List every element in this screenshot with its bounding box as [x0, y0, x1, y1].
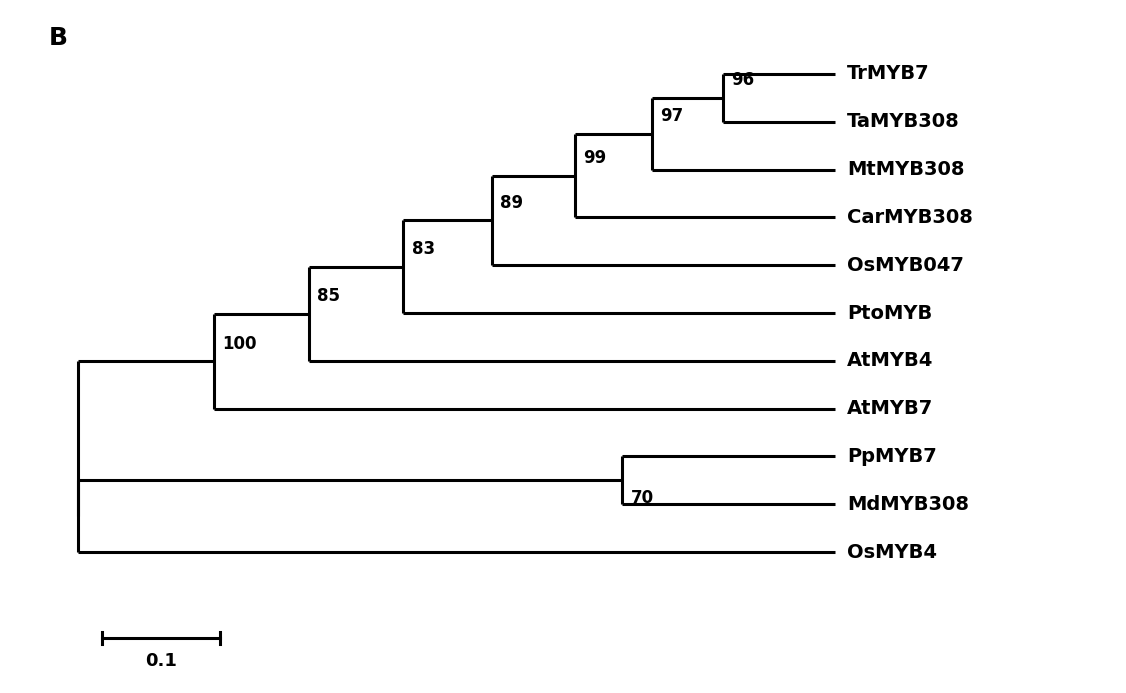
Text: PtoMYB: PtoMYB: [847, 304, 932, 322]
Text: 89: 89: [500, 194, 524, 212]
Text: OsMYB4: OsMYB4: [847, 543, 937, 561]
Text: 99: 99: [583, 149, 607, 167]
Text: PpMYB7: PpMYB7: [847, 447, 937, 466]
Text: CarMYB308: CarMYB308: [847, 208, 973, 227]
Text: TrMYB7: TrMYB7: [847, 64, 930, 83]
Text: 83: 83: [412, 240, 435, 258]
Text: 100: 100: [222, 335, 257, 353]
Text: 85: 85: [316, 287, 340, 305]
Text: B: B: [48, 26, 68, 50]
Text: AtMYB4: AtMYB4: [847, 351, 933, 370]
Text: MdMYB308: MdMYB308: [847, 495, 969, 514]
Text: 0.1: 0.1: [145, 651, 177, 669]
Text: AtMYB7: AtMYB7: [847, 399, 933, 418]
Text: MtMYB308: MtMYB308: [847, 160, 965, 179]
Text: 97: 97: [660, 107, 683, 125]
Text: 70: 70: [631, 489, 653, 507]
Text: OsMYB047: OsMYB047: [847, 256, 964, 274]
Text: 96: 96: [731, 71, 754, 89]
Text: TaMYB308: TaMYB308: [847, 112, 959, 131]
